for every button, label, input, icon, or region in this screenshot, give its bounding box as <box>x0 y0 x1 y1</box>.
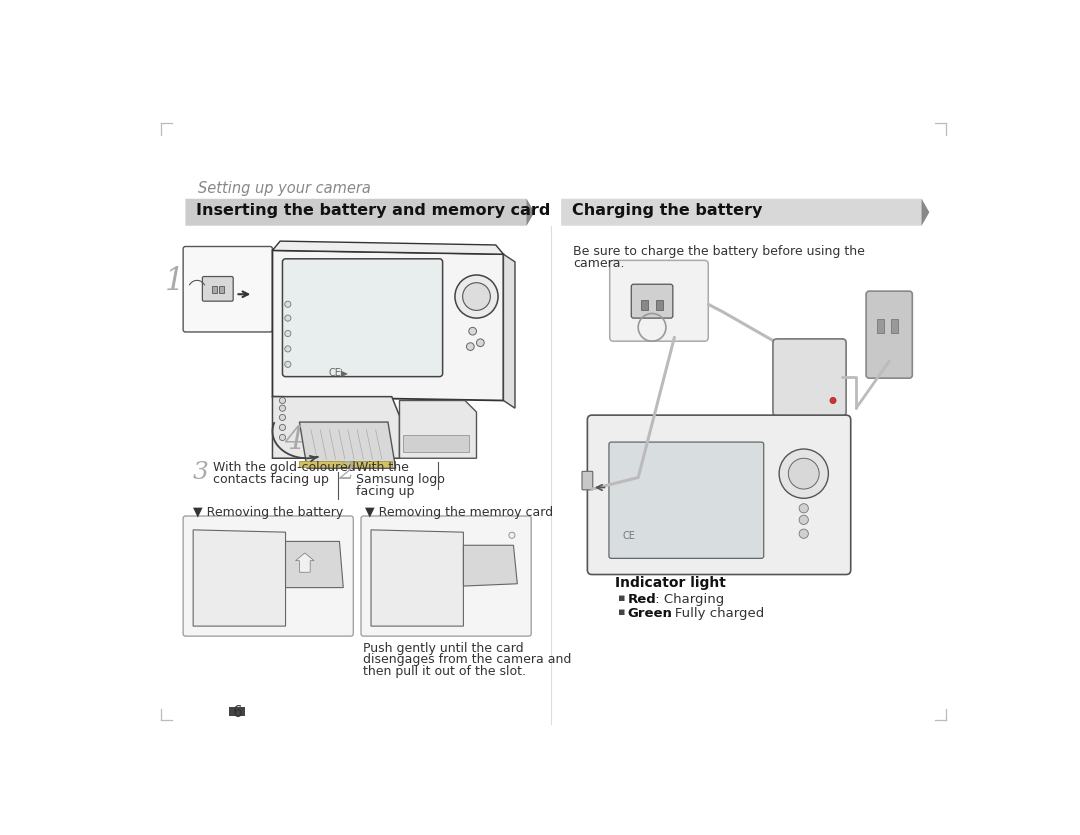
Circle shape <box>779 449 828 498</box>
Circle shape <box>280 414 285 421</box>
Polygon shape <box>503 254 515 408</box>
FancyBboxPatch shape <box>632 284 673 318</box>
Circle shape <box>280 434 285 441</box>
Polygon shape <box>400 401 476 458</box>
Polygon shape <box>299 422 395 468</box>
FancyBboxPatch shape <box>582 471 593 490</box>
Circle shape <box>285 362 291 367</box>
Text: ▪: ▪ <box>618 607 625 617</box>
Circle shape <box>455 275 498 318</box>
Circle shape <box>799 504 808 513</box>
FancyBboxPatch shape <box>202 276 233 301</box>
Bar <box>229 707 245 716</box>
Text: 3: 3 <box>193 461 210 483</box>
Circle shape <box>799 529 808 539</box>
Text: disengages from the camera and: disengages from the camera and <box>363 653 571 666</box>
Polygon shape <box>562 199 929 225</box>
Text: Green: Green <box>627 607 672 620</box>
Text: ▪: ▪ <box>618 593 625 603</box>
Bar <box>656 300 663 310</box>
Text: 1: 1 <box>164 266 184 296</box>
Text: : Charging: : Charging <box>650 593 724 606</box>
Circle shape <box>467 342 474 351</box>
Polygon shape <box>285 541 343 588</box>
FancyBboxPatch shape <box>361 516 531 636</box>
Circle shape <box>280 397 285 403</box>
Text: Samsung logo: Samsung logo <box>356 473 445 486</box>
FancyBboxPatch shape <box>283 259 443 377</box>
Circle shape <box>788 458 819 489</box>
Polygon shape <box>272 250 503 401</box>
Text: facing up: facing up <box>356 485 415 498</box>
Text: 2: 2 <box>338 461 354 483</box>
FancyBboxPatch shape <box>184 516 353 636</box>
Polygon shape <box>186 199 535 225</box>
Circle shape <box>462 283 490 311</box>
Text: Charging the battery: Charging the battery <box>572 203 762 218</box>
Text: With the: With the <box>356 461 409 473</box>
Text: Be sure to charge the battery before using the: Be sure to charge the battery before usi… <box>572 245 865 258</box>
Text: ▼ Removing the memroy card: ▼ Removing the memroy card <box>365 506 553 519</box>
Text: then pull it out of the slot.: then pull it out of the slot. <box>363 665 526 678</box>
Circle shape <box>285 331 291 337</box>
Text: 6: 6 <box>233 706 243 721</box>
Text: With the gold-coloured: With the gold-coloured <box>213 461 356 473</box>
FancyBboxPatch shape <box>866 291 913 378</box>
FancyBboxPatch shape <box>588 415 851 574</box>
Circle shape <box>476 339 484 347</box>
Polygon shape <box>193 530 285 626</box>
Text: Inserting the battery and memory card: Inserting the battery and memory card <box>197 203 551 218</box>
Bar <box>642 300 648 310</box>
Text: Indicator light: Indicator light <box>616 576 726 590</box>
Circle shape <box>799 515 808 524</box>
FancyBboxPatch shape <box>610 261 708 342</box>
Polygon shape <box>272 397 400 458</box>
Text: Push gently until the card: Push gently until the card <box>363 641 524 655</box>
Circle shape <box>280 424 285 431</box>
Polygon shape <box>296 553 314 572</box>
Bar <box>299 461 392 467</box>
Circle shape <box>285 346 291 352</box>
Text: Red: Red <box>627 593 657 606</box>
FancyBboxPatch shape <box>184 246 272 332</box>
Bar <box>891 319 897 332</box>
Polygon shape <box>272 241 503 254</box>
Circle shape <box>285 301 291 307</box>
Text: CE: CE <box>328 368 341 378</box>
Circle shape <box>285 315 291 321</box>
Text: Setting up your camera: Setting up your camera <box>198 181 370 196</box>
Text: I▶: I▶ <box>339 368 348 377</box>
Bar <box>212 286 217 293</box>
Polygon shape <box>527 199 535 225</box>
Text: 4: 4 <box>284 425 303 456</box>
Text: camera.: camera. <box>572 257 624 271</box>
Text: ▼ Removing the battery: ▼ Removing the battery <box>193 506 343 519</box>
Polygon shape <box>372 530 463 626</box>
Circle shape <box>829 397 836 403</box>
Text: CE: CE <box>623 531 636 541</box>
Polygon shape <box>921 199 929 225</box>
Circle shape <box>469 327 476 335</box>
Text: contacts facing up: contacts facing up <box>213 473 329 486</box>
Bar <box>877 319 883 332</box>
Bar <box>403 435 469 452</box>
Text: : Fully charged: : Fully charged <box>662 607 765 620</box>
Circle shape <box>509 532 515 539</box>
FancyBboxPatch shape <box>609 442 764 559</box>
Bar <box>218 286 224 293</box>
FancyBboxPatch shape <box>773 339 846 416</box>
Polygon shape <box>463 545 517 586</box>
Circle shape <box>280 405 285 412</box>
